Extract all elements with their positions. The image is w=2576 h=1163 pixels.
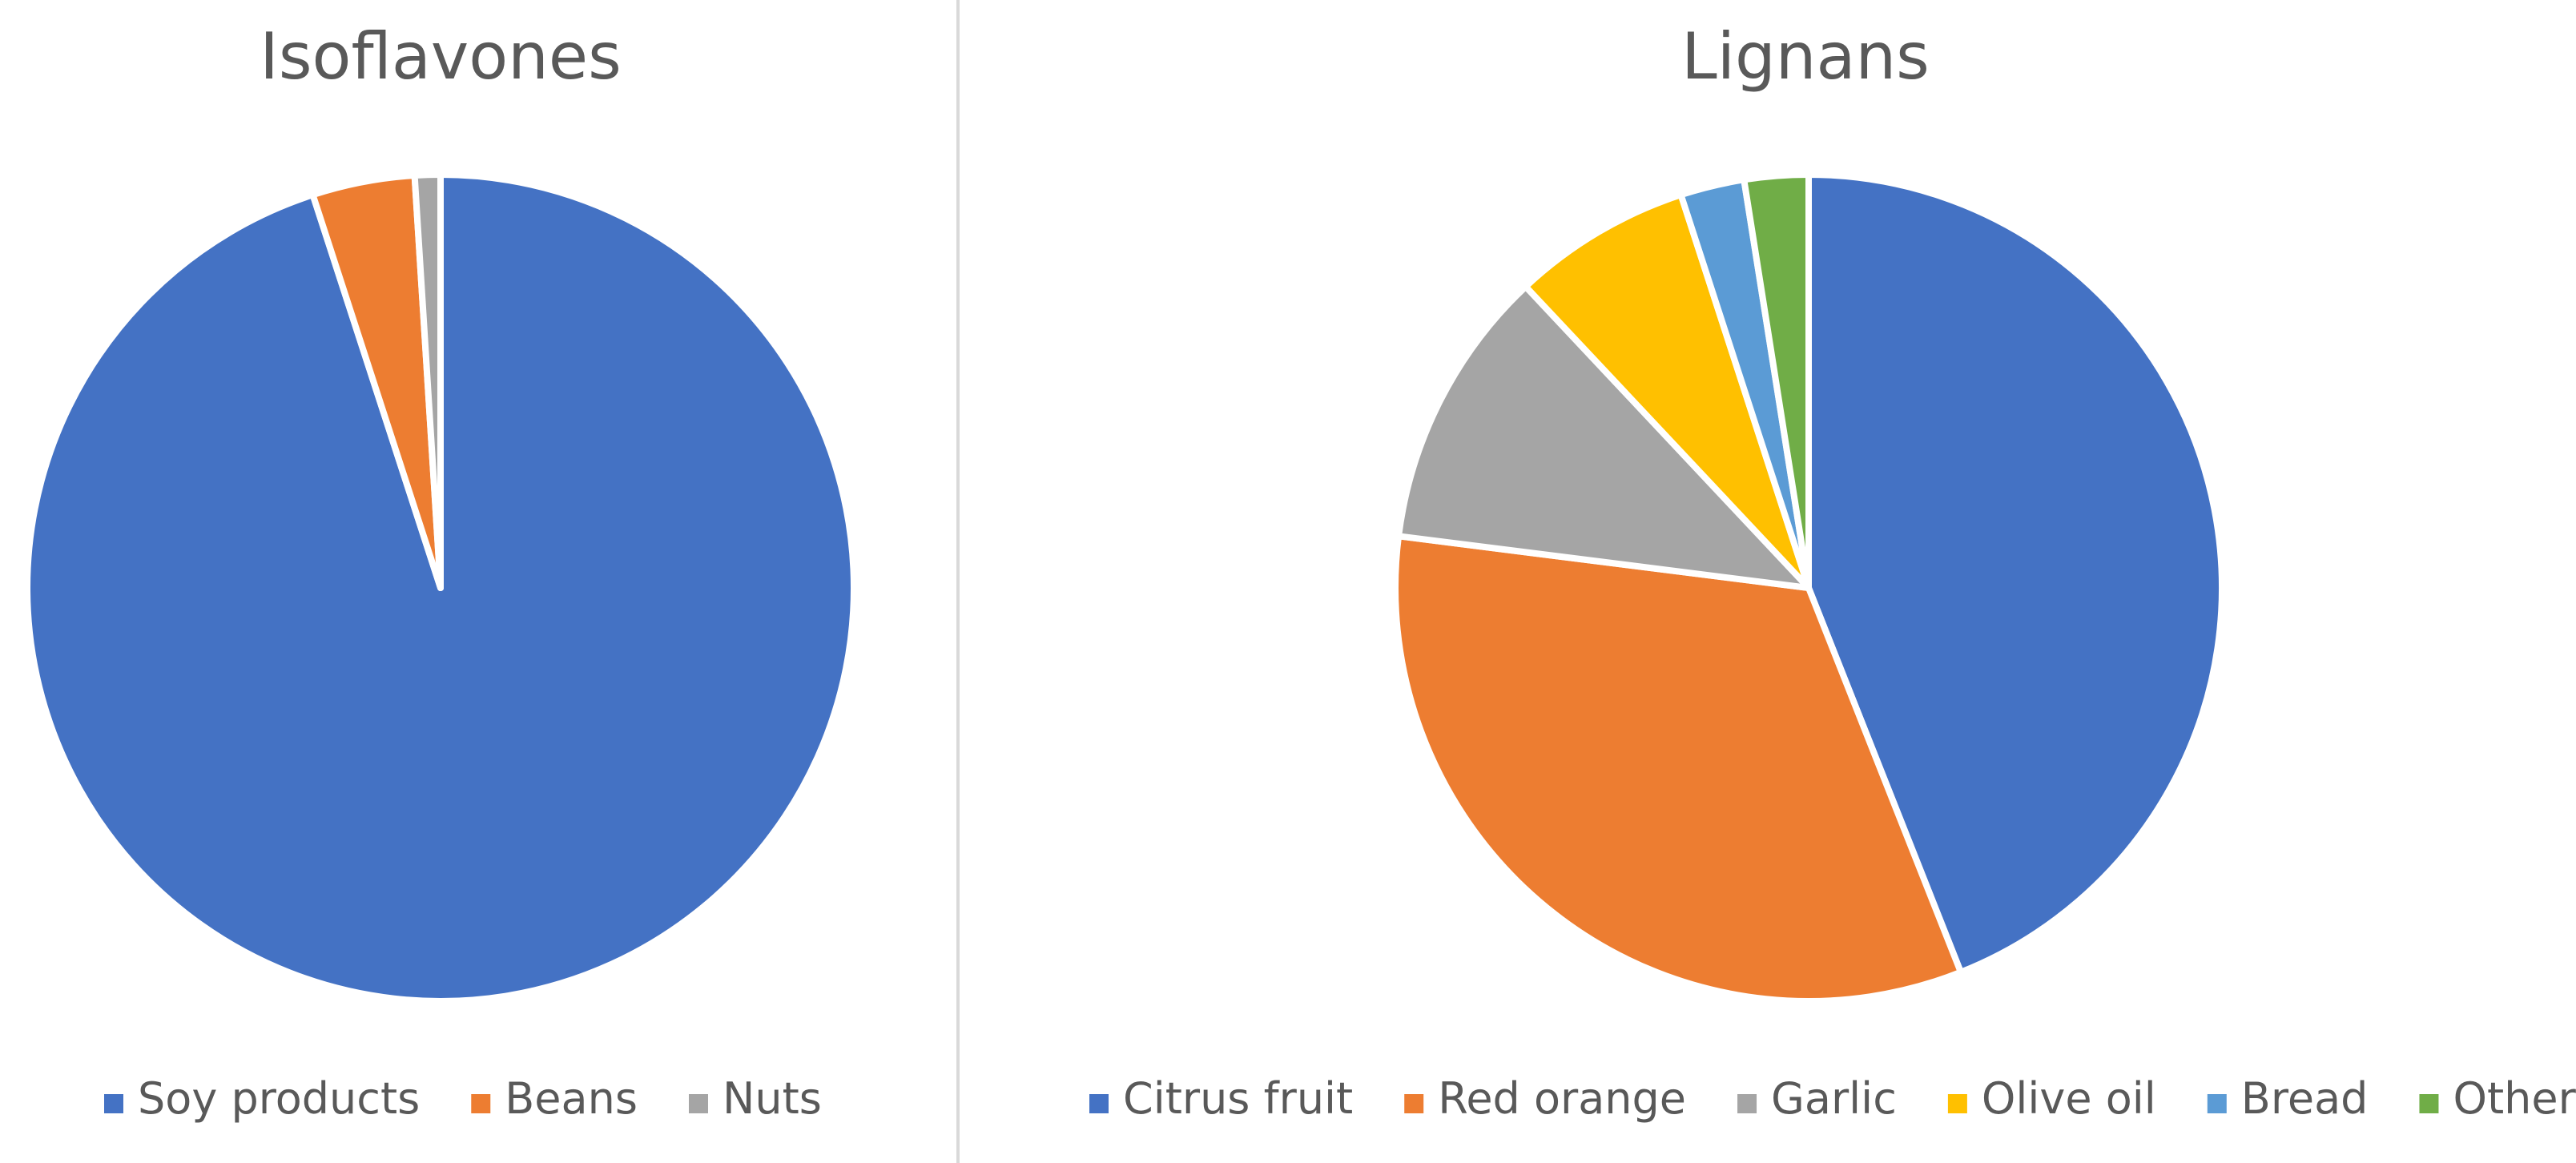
legend-item-beans: Beans <box>471 1073 638 1124</box>
legend-label: Others <box>2453 1073 2576 1124</box>
legend-item-nuts: Nuts <box>688 1073 822 1124</box>
legend-label: Nuts <box>722 1073 822 1124</box>
legend-label: Soy products <box>138 1073 420 1124</box>
legend-item-citrus-fruit: Citrus fruit <box>1089 1073 1353 1124</box>
legend-item-bread: Bread <box>2207 1073 2369 1124</box>
legend-swatch <box>2207 1094 2227 1113</box>
legend-swatch <box>471 1094 491 1113</box>
legend-label: Red orange <box>1438 1073 1686 1124</box>
legend-label: Olive oil <box>1982 1073 2156 1124</box>
legend-swatch <box>1947 1094 1967 1113</box>
pie-slices-isoflavones <box>24 171 857 1004</box>
lignans-chart: Lignans Citrus fruit Red orange Garlic Oliv… <box>1089 19 2576 1124</box>
pie-slice-garlic <box>1395 283 1812 591</box>
legend-label: Citrus fruit <box>1123 1073 1353 1124</box>
legend-item-garlic: Garlic <box>1737 1073 1897 1124</box>
legend-swatch <box>1089 1094 1109 1113</box>
legend-label: Bread <box>2241 1073 2369 1124</box>
legend-label: Garlic <box>1771 1073 1897 1124</box>
legend-isoflavones: Soy products Beans Nuts <box>104 1073 822 1124</box>
pie-slice-red-orange <box>1392 533 1964 1004</box>
legend-swatch <box>104 1094 123 1113</box>
legend-swatch <box>688 1094 708 1113</box>
legend-item-red-orange: Red orange <box>1404 1073 1686 1124</box>
pie-slice-citrus-fruit <box>1805 171 2225 976</box>
pie-slice-others <box>1741 171 1812 591</box>
legend-lignans: Citrus fruit Red orange Garlic Olive oil Bre… <box>1089 1073 2576 1124</box>
legend-swatch <box>2419 1094 2439 1113</box>
pie-slice-olive-oil <box>1522 191 1812 591</box>
legend-item-soy-products: Soy products <box>104 1073 420 1124</box>
legend-swatch <box>1404 1094 1424 1113</box>
legend-item-olive-oil: Olive oil <box>1947 1073 2156 1124</box>
chart-title-lignans: Lignans <box>1681 19 1930 94</box>
legend-label: Beans <box>505 1073 638 1124</box>
pie-slices-lignans <box>1392 171 2225 1004</box>
isoflavones-chart: Isoflavones Soy products Beans Nuts <box>24 19 857 1124</box>
pie-slice-nuts <box>411 171 444 591</box>
legend-item-others: Others <box>2419 1073 2576 1124</box>
chart-title-isoflavones: Isoflavones <box>260 19 622 94</box>
legend-swatch <box>1737 1094 1757 1113</box>
